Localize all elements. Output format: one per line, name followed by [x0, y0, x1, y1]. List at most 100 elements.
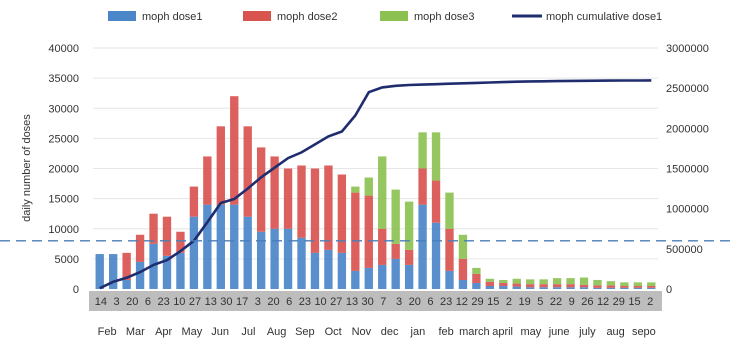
x-day-label: 30: [220, 296, 232, 308]
x-day-label: 27: [189, 296, 201, 308]
bar-dose3: [404, 201, 414, 250]
bar-dose3: [593, 279, 602, 286]
bar-dose3: [351, 186, 360, 193]
x-day-label: 22: [550, 296, 562, 308]
bar-dose2: [283, 168, 293, 229]
x-month-label: Oct: [325, 326, 342, 338]
cumulative-series: [99, 79, 652, 290]
bar-dose3: [378, 156, 387, 229]
bar-dose1: [445, 270, 454, 289]
bar-dose1: [431, 222, 441, 289]
bar-dose1: [149, 243, 158, 289]
bar-dose1: [593, 287, 602, 289]
bar-dose2: [485, 281, 495, 286]
bar-dose2: [647, 285, 656, 288]
bar-dose1: [620, 287, 629, 289]
bar-dose1: [324, 249, 333, 289]
x-month-label: aug: [606, 326, 624, 338]
x-month-label: march: [459, 326, 490, 338]
x-day-label: 17: [236, 296, 248, 308]
bar-dose2: [135, 234, 145, 262]
bar-dose1: [552, 287, 562, 289]
x-day-label: 15: [628, 296, 640, 308]
y-tick-label: 40000: [48, 43, 79, 55]
x-day-label: 20: [267, 296, 279, 308]
y2-tick-label: 1000000: [666, 204, 709, 216]
bar-dose1: [95, 254, 104, 289]
legend-label: moph cumulative dose1: [546, 11, 662, 23]
bar-dose3: [620, 282, 629, 286]
bar-dose1: [216, 204, 225, 289]
bar-dose2: [404, 249, 414, 265]
x-month-label: Apr: [155, 326, 172, 338]
bar-dose2: [297, 165, 306, 238]
x-day-label: 29: [471, 296, 483, 308]
bar-series: [95, 96, 656, 289]
bar-dose1: [364, 267, 373, 289]
x-month-label: june: [548, 326, 570, 338]
bar-dose2: [566, 284, 575, 288]
bar-dose2: [189, 186, 199, 217]
bar-dose2: [378, 228, 387, 265]
bar-dose1: [526, 287, 535, 289]
bar-dose1: [189, 216, 199, 289]
bar-dose1: [203, 204, 212, 289]
bar-dose2: [458, 258, 468, 280]
bar-dose2: [431, 180, 441, 223]
y2-tick-label: 2500000: [666, 83, 709, 95]
bar-dose1: [162, 255, 172, 289]
bar-dose2: [216, 126, 225, 205]
y-axis-title: daily number of doses: [21, 114, 33, 222]
bar-dose1: [243, 216, 252, 289]
legend: moph dose1 moph dose2 moph dose3 moph cumul…: [108, 11, 662, 23]
bar-dose2: [593, 285, 602, 288]
x-month-label: Nov: [352, 326, 372, 338]
y2-tick-label: 500000: [666, 244, 703, 256]
x-month-label: july: [578, 326, 596, 338]
bar-dose3: [472, 267, 481, 274]
x-day-label: 15: [487, 296, 499, 308]
x-day-label: 6: [427, 296, 433, 308]
bar-dose1: [283, 228, 293, 289]
x-day-label: 2: [647, 296, 653, 308]
bar-dose1: [633, 287, 642, 289]
cumulative-line: [99, 79, 652, 290]
bar-dose2: [310, 168, 320, 253]
x-day-label: 10: [173, 296, 185, 308]
bar-dose2: [203, 156, 212, 205]
x-month-label: april: [492, 326, 513, 338]
bar-dose3: [418, 132, 427, 169]
bar-dose2: [499, 282, 508, 286]
x-day-label: 2: [506, 296, 512, 308]
bar-dose3: [512, 278, 521, 284]
axes: [89, 291, 662, 311]
x-day-label: 20: [409, 296, 421, 308]
y-tick-label: 15000: [48, 194, 79, 206]
legend-swatch: [380, 11, 408, 21]
bar-dose2: [162, 216, 172, 256]
bar-dose2: [230, 96, 239, 205]
bar-dose1: [378, 264, 387, 289]
bar-dose1: [647, 287, 656, 289]
bar-dose2: [445, 228, 454, 271]
bar-dose3: [431, 132, 441, 181]
bar-dose1: [135, 261, 145, 289]
bar-dose1: [606, 287, 616, 289]
bar-dose2: [633, 285, 642, 288]
bar-dose2: [351, 192, 360, 271]
x-day-label: 13: [205, 296, 217, 308]
y2-tick-label: 1500000: [666, 164, 709, 176]
x-month-label: Feb: [98, 326, 117, 338]
bar-dose1: [270, 228, 279, 289]
bar-dose2: [526, 284, 535, 288]
x-month-label: sepo: [632, 326, 656, 338]
x-month-label: Aug: [267, 326, 287, 338]
x-axis-band: [89, 291, 662, 311]
bar-dose1: [566, 287, 575, 289]
x-month-label: Jun: [211, 326, 229, 338]
x-day-label: 12: [597, 296, 609, 308]
bar-dose2: [256, 147, 266, 232]
bar-dose2: [620, 285, 629, 288]
x-day-label: 7: [380, 296, 386, 308]
